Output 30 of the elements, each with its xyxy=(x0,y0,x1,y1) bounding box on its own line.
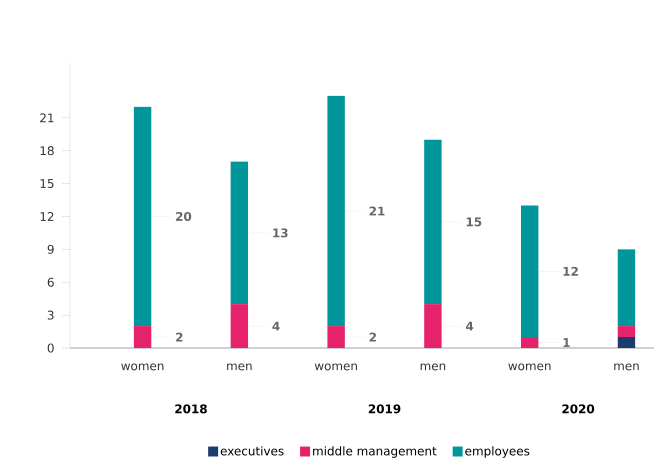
data-label: 13 xyxy=(273,228,288,238)
text: 2019 xyxy=(368,404,400,414)
x-tick-label: women xyxy=(508,363,550,370)
legend-label: executives xyxy=(220,446,284,456)
y-tick-label: 18 xyxy=(40,146,54,156)
x-tick-label: men xyxy=(227,363,252,370)
text: 2020 xyxy=(562,404,594,414)
x-tick-label: women xyxy=(314,363,357,370)
data-label: 2 xyxy=(176,332,182,342)
data-label: 4 xyxy=(272,322,280,330)
data-label: 20 xyxy=(176,212,192,221)
data-label: 15 xyxy=(466,217,482,226)
y-tick-label: 3 xyxy=(48,310,54,320)
y-tick-label: 21 xyxy=(40,113,54,122)
data-label: 2 xyxy=(370,332,376,342)
y-tick-label: 0 xyxy=(48,343,54,353)
data-label: 1 xyxy=(564,338,570,347)
y-tick-label: 6 xyxy=(48,278,54,287)
data-label: 4 xyxy=(466,322,474,330)
y-tick-label: 12 xyxy=(40,212,54,221)
x-tick-label: men xyxy=(420,363,446,370)
y-tick-label: 9 xyxy=(48,244,54,254)
data-label: 12 xyxy=(564,266,578,276)
text: 2018 xyxy=(175,404,207,414)
legend-label: middle management xyxy=(313,446,436,458)
legend-label: employees xyxy=(465,446,530,458)
x-tick-label: men xyxy=(614,363,639,370)
x-tick-label: women xyxy=(121,363,164,370)
y-tick-label: 15 xyxy=(40,179,54,188)
data-label: 21 xyxy=(370,206,384,216)
